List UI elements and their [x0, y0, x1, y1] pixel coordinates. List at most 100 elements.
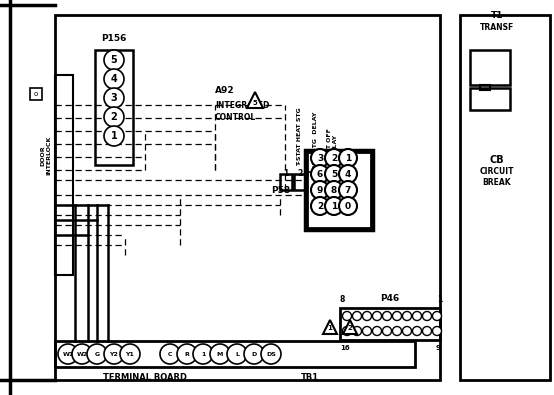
Text: 8: 8: [339, 295, 345, 304]
Text: 1: 1: [201, 352, 205, 357]
Text: 4: 4: [325, 169, 331, 177]
Bar: [340, 308, 440, 340]
Text: 5: 5: [253, 100, 258, 106]
Text: W2: W2: [76, 352, 88, 357]
Circle shape: [362, 312, 372, 320]
Circle shape: [177, 344, 197, 364]
Text: INTEGRATED: INTEGRATED: [215, 100, 269, 109]
Bar: [30, 88, 42, 100]
Text: TB1: TB1: [301, 372, 319, 382]
Polygon shape: [247, 92, 263, 108]
Text: 1: 1: [111, 131, 117, 141]
Text: 9: 9: [317, 186, 323, 194]
Circle shape: [210, 344, 230, 364]
Text: 1: 1: [437, 295, 443, 304]
Text: HEAT OFF
DELAY: HEAT OFF DELAY: [327, 128, 337, 162]
Bar: [55, 75, 73, 275]
Circle shape: [403, 327, 412, 335]
Circle shape: [325, 197, 343, 215]
Text: 2: 2: [347, 325, 352, 331]
Text: 6: 6: [317, 169, 323, 179]
Bar: [280, 174, 292, 190]
Text: 16: 16: [340, 345, 350, 351]
Text: BREAK: BREAK: [483, 177, 511, 186]
Circle shape: [311, 165, 329, 183]
Circle shape: [362, 327, 372, 335]
Text: M: M: [217, 352, 223, 357]
Text: 3: 3: [111, 93, 117, 103]
Circle shape: [339, 149, 357, 167]
Text: T1: T1: [491, 11, 503, 20]
Bar: [308, 174, 320, 190]
Circle shape: [433, 312, 442, 320]
Text: CIRCUIT: CIRCUIT: [480, 167, 514, 175]
Circle shape: [382, 327, 392, 335]
Text: DS: DS: [266, 352, 276, 357]
Text: C: C: [168, 352, 172, 357]
Text: 3: 3: [317, 154, 323, 162]
Circle shape: [87, 344, 107, 364]
Text: 5: 5: [331, 169, 337, 179]
Text: R: R: [184, 352, 189, 357]
Text: 1: 1: [284, 169, 289, 177]
Circle shape: [352, 312, 362, 320]
Circle shape: [104, 88, 124, 108]
Circle shape: [325, 181, 343, 199]
Text: W1: W1: [63, 352, 74, 357]
Text: 2ND STG  DELAY: 2ND STG DELAY: [312, 111, 317, 169]
Circle shape: [403, 312, 412, 320]
Text: P46: P46: [381, 294, 399, 303]
Circle shape: [433, 327, 442, 335]
Polygon shape: [343, 320, 357, 334]
Circle shape: [72, 344, 92, 364]
Bar: [470, 50, 510, 85]
Text: 1: 1: [345, 154, 351, 162]
Circle shape: [261, 344, 281, 364]
Circle shape: [352, 327, 362, 335]
Circle shape: [423, 312, 432, 320]
Circle shape: [325, 149, 343, 167]
Circle shape: [339, 165, 357, 183]
Circle shape: [372, 327, 382, 335]
Text: 2: 2: [111, 112, 117, 122]
Text: L: L: [235, 352, 239, 357]
Text: Y1: Y1: [126, 352, 135, 357]
Circle shape: [413, 327, 422, 335]
Text: P156: P156: [101, 34, 127, 43]
Text: Y2: Y2: [110, 352, 119, 357]
Circle shape: [339, 197, 357, 215]
Bar: [95, 50, 133, 165]
Bar: [55, 341, 415, 367]
Circle shape: [311, 149, 329, 167]
Circle shape: [193, 344, 213, 364]
Circle shape: [58, 344, 78, 364]
Text: CB: CB: [490, 155, 504, 165]
Circle shape: [423, 327, 432, 335]
Circle shape: [311, 181, 329, 199]
Bar: [307, 152, 371, 228]
Text: 1: 1: [331, 201, 337, 211]
Text: T-STAT HEAT STG: T-STAT HEAT STG: [297, 107, 302, 166]
Circle shape: [227, 344, 247, 364]
Circle shape: [372, 312, 382, 320]
Text: TERMINAL BOARD: TERMINAL BOARD: [103, 372, 187, 382]
Text: 3: 3: [311, 169, 317, 177]
Circle shape: [342, 327, 351, 335]
Bar: [294, 174, 306, 190]
Text: A92: A92: [215, 85, 235, 94]
Text: 1: 1: [327, 325, 332, 331]
Text: G: G: [94, 352, 100, 357]
Circle shape: [104, 344, 124, 364]
Text: 2: 2: [331, 154, 337, 162]
Circle shape: [104, 107, 124, 127]
Circle shape: [392, 312, 402, 320]
Circle shape: [342, 312, 351, 320]
Text: 5: 5: [111, 55, 117, 65]
Bar: [55, 15, 440, 380]
Circle shape: [104, 126, 124, 146]
Text: DOOR
INTERLOCK: DOOR INTERLOCK: [40, 135, 52, 175]
Text: 9: 9: [435, 345, 440, 351]
Text: 4: 4: [111, 74, 117, 84]
Text: 8: 8: [331, 186, 337, 194]
Circle shape: [325, 165, 343, 183]
